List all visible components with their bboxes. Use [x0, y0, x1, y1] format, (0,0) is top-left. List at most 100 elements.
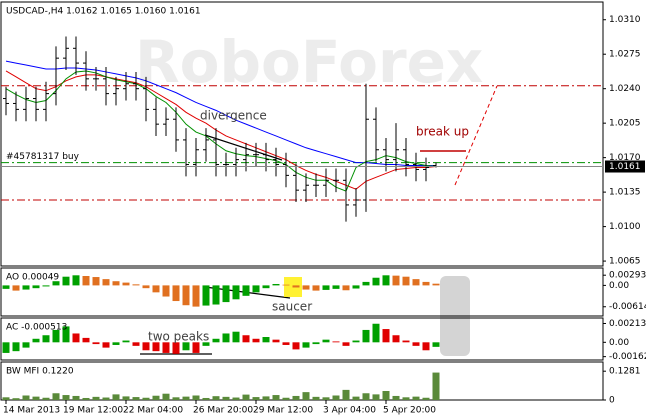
histogram-bar [252, 285, 260, 293]
histogram-bar [422, 342, 430, 351]
y-tick-label: -0.00614 [609, 302, 646, 312]
histogram-bar [132, 342, 140, 346]
histogram-bar [332, 341, 340, 343]
histogram-bar [162, 285, 170, 297]
y-tick-label: 1.0310 [609, 15, 641, 25]
histogram-bar [162, 393, 170, 400]
histogram-bar [122, 396, 130, 400]
histogram-bar [102, 342, 110, 348]
histogram-bar [52, 281, 60, 286]
histogram-bar [142, 285, 150, 289]
histogram-bar [32, 285, 40, 289]
annotation: two peaks [148, 330, 209, 344]
y-tick-label: 1.0275 [609, 50, 641, 60]
histogram-bar [432, 283, 440, 286]
panel-title: USDCAD-,H4 1.0162 1.0165 1.0160 1.0161 [6, 7, 201, 17]
x-tick-label: 14 Mar 2013 [3, 406, 60, 416]
histogram-bar [192, 395, 200, 400]
histogram-bar [42, 335, 50, 343]
histogram-bar [202, 342, 210, 346]
histogram-bar [422, 397, 430, 400]
projection-line [454, 85, 498, 186]
histogram-bar [132, 397, 140, 400]
histogram-bar [2, 397, 10, 400]
histogram-bar [402, 276, 410, 286]
histogram-bar [312, 285, 320, 291]
histogram-bar [2, 285, 10, 289]
histogram-bar [402, 340, 410, 343]
histogram-bar [162, 342, 170, 353]
histogram-bar [312, 396, 320, 400]
histogram-bar [392, 395, 400, 400]
histogram-bar [132, 284, 140, 286]
histogram-bar [102, 279, 110, 286]
histogram-bar [312, 342, 320, 345]
histogram-bar [172, 397, 180, 400]
current-price-box [605, 160, 645, 173]
histogram-bar [12, 342, 20, 352]
y-tick-label: 0.00293 [609, 271, 646, 281]
histogram-bar [352, 340, 360, 343]
histogram-bar [242, 285, 250, 296]
histogram-bar [342, 389, 350, 400]
histogram-bar [112, 394, 120, 400]
histogram-bar [82, 337, 90, 343]
histogram-bar [192, 285, 200, 307]
panel-title: BW MFI 0.1220 [6, 367, 74, 377]
histogram-bar [252, 397, 260, 400]
divergence-line [204, 134, 283, 161]
histogram-bar [22, 285, 30, 290]
histogram-bar [412, 279, 420, 286]
histogram-bar [222, 396, 230, 400]
histogram-bar [342, 342, 350, 346]
annotation: divergence [200, 109, 267, 123]
histogram-bar [122, 340, 130, 343]
histogram-bar [202, 285, 210, 306]
histogram-bar [62, 395, 70, 400]
histogram-bar [282, 284, 290, 286]
histogram-bar [432, 372, 440, 400]
histogram-bar [72, 275, 80, 286]
histogram-bar [212, 338, 220, 343]
histogram-bar [232, 285, 240, 300]
histogram-bar [92, 342, 100, 345]
histogram-bar [372, 323, 380, 343]
y-tick-label: 0.00 [609, 281, 629, 291]
y-tick-label: 1.0100 [609, 222, 641, 232]
histogram-bar [422, 281, 430, 286]
panel-frame [0, 317, 604, 361]
histogram-bar [52, 393, 60, 400]
histogram-bar [412, 396, 420, 400]
histogram-bar [382, 391, 390, 400]
y-tick-label: 1.0240 [609, 84, 641, 94]
histogram-bar [322, 285, 330, 290]
histogram-bar [72, 333, 80, 343]
panel-title: AC -0.000513 [6, 323, 67, 333]
histogram-bar [402, 397, 410, 400]
histogram-bar [102, 397, 110, 400]
histogram-bar [262, 337, 270, 343]
histogram-bar [372, 394, 380, 400]
x-tick-label: 5 Apr 20:00 [383, 406, 436, 416]
x-tick-label: 22 Mar 04:00 [123, 406, 183, 416]
histogram-bar [172, 342, 180, 354]
x-tick-label: 3 Apr 04:00 [323, 406, 376, 416]
histogram-bar [372, 277, 380, 286]
histogram-bar [62, 276, 70, 286]
histogram-bar [302, 392, 310, 400]
histogram-bar [272, 395, 280, 400]
histogram-bar [32, 338, 40, 343]
histogram-bar [332, 285, 340, 289]
histogram-bar [52, 329, 60, 343]
histogram-bar [142, 342, 150, 351]
y-tick-label: 1.0170 [609, 153, 641, 163]
histogram-bar [32, 396, 40, 400]
histogram-bar [92, 277, 100, 286]
y-tick-label: 0.00 [609, 338, 629, 348]
histogram-bar [92, 396, 100, 400]
histogram-bar [292, 342, 300, 350]
histogram-bar [192, 342, 200, 353]
histogram-bar [432, 342, 440, 347]
histogram-bar [242, 394, 250, 400]
